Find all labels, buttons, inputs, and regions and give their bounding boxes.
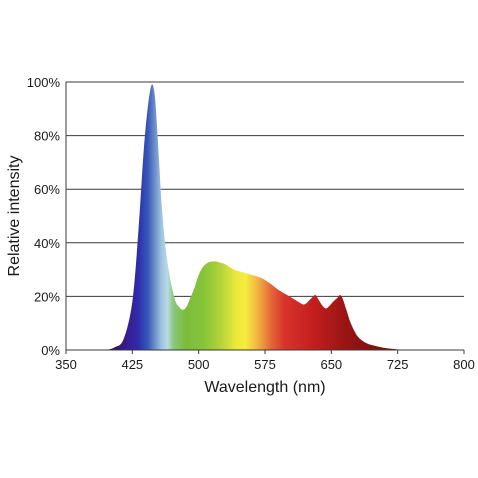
x-tick-label-350: 350 bbox=[55, 357, 77, 372]
gridlines bbox=[66, 81, 464, 297]
y-tick-label-100: 100% bbox=[27, 75, 61, 90]
y-axis-title: Relative intensity bbox=[6, 156, 23, 277]
x-tick-label-575: 575 bbox=[254, 357, 276, 372]
x-tick-label-425: 425 bbox=[121, 357, 143, 372]
x-tick-label-725: 725 bbox=[387, 357, 409, 372]
y-tick-labels: 0% 20% 40% 60% 80% 100% bbox=[27, 75, 61, 358]
x-tick-label-500: 500 bbox=[188, 357, 210, 372]
y-tick-label-60: 60% bbox=[34, 182, 60, 197]
x-tick-label-800: 800 bbox=[453, 357, 475, 372]
y-tick-label-20: 20% bbox=[34, 289, 60, 304]
y-tick-label-40: 40% bbox=[34, 236, 60, 251]
x-tick-labels: 350 425 500 575 650 725 800 bbox=[55, 350, 475, 372]
spectrum-fill bbox=[105, 84, 403, 350]
y-tick-label-0: 0% bbox=[41, 343, 60, 358]
y-tick-label-80: 80% bbox=[34, 129, 60, 144]
spectrum-area bbox=[105, 84, 403, 350]
x-axis-title: Wavelength (nm) bbox=[204, 379, 325, 396]
x-tick-label-650: 650 bbox=[320, 357, 342, 372]
